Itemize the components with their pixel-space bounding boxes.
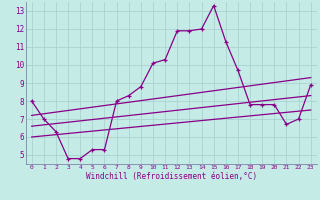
X-axis label: Windchill (Refroidissement éolien,°C): Windchill (Refroidissement éolien,°C) [86, 172, 257, 181]
